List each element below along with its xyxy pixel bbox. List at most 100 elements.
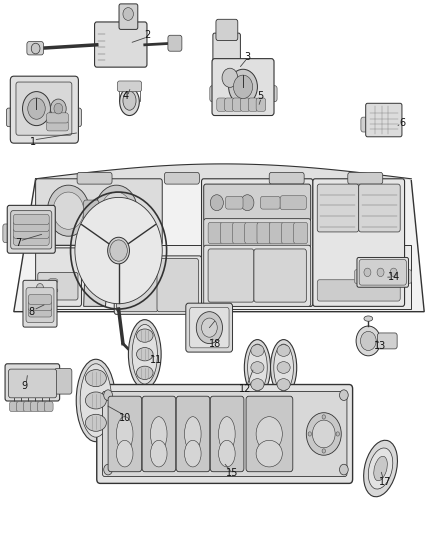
- Circle shape: [229, 69, 258, 104]
- FancyBboxPatch shape: [11, 76, 78, 143]
- Ellipse shape: [48, 278, 58, 284]
- FancyBboxPatch shape: [354, 270, 362, 284]
- FancyBboxPatch shape: [256, 98, 266, 111]
- FancyBboxPatch shape: [102, 391, 347, 477]
- Ellipse shape: [251, 345, 264, 357]
- Circle shape: [241, 195, 254, 211]
- Text: 6: 6: [399, 118, 406, 128]
- FancyBboxPatch shape: [261, 196, 280, 209]
- FancyBboxPatch shape: [246, 396, 293, 472]
- FancyBboxPatch shape: [208, 222, 222, 244]
- Ellipse shape: [76, 359, 116, 442]
- FancyBboxPatch shape: [226, 196, 243, 209]
- FancyBboxPatch shape: [190, 308, 229, 348]
- Ellipse shape: [85, 369, 106, 386]
- Circle shape: [104, 390, 113, 400]
- FancyBboxPatch shape: [46, 113, 68, 123]
- FancyBboxPatch shape: [97, 384, 353, 483]
- FancyBboxPatch shape: [240, 98, 250, 111]
- FancyBboxPatch shape: [13, 221, 49, 231]
- FancyBboxPatch shape: [35, 248, 81, 306]
- FancyBboxPatch shape: [164, 172, 199, 184]
- FancyBboxPatch shape: [77, 172, 112, 184]
- FancyBboxPatch shape: [221, 66, 241, 84]
- Ellipse shape: [117, 440, 133, 467]
- Circle shape: [312, 420, 335, 448]
- FancyBboxPatch shape: [186, 303, 233, 352]
- Ellipse shape: [374, 456, 387, 481]
- Circle shape: [322, 449, 325, 453]
- FancyBboxPatch shape: [217, 98, 226, 111]
- FancyBboxPatch shape: [37, 401, 46, 411]
- FancyBboxPatch shape: [11, 211, 52, 249]
- Text: 15: 15: [226, 468, 238, 478]
- Circle shape: [222, 68, 238, 87]
- FancyBboxPatch shape: [9, 369, 57, 398]
- FancyBboxPatch shape: [268, 86, 277, 102]
- FancyBboxPatch shape: [16, 401, 25, 411]
- Circle shape: [36, 284, 43, 292]
- Ellipse shape: [251, 362, 264, 373]
- Ellipse shape: [132, 325, 157, 384]
- Ellipse shape: [271, 340, 297, 395]
- Circle shape: [54, 103, 63, 114]
- FancyBboxPatch shape: [210, 86, 219, 102]
- FancyBboxPatch shape: [210, 396, 244, 472]
- Ellipse shape: [364, 440, 397, 497]
- Ellipse shape: [48, 288, 58, 293]
- Ellipse shape: [219, 417, 235, 451]
- Circle shape: [123, 7, 134, 20]
- FancyBboxPatch shape: [44, 401, 53, 411]
- FancyBboxPatch shape: [117, 81, 142, 92]
- Text: 17: 17: [379, 477, 391, 487]
- Circle shape: [377, 268, 384, 277]
- Text: 10: 10: [119, 413, 131, 423]
- FancyBboxPatch shape: [3, 224, 12, 243]
- FancyBboxPatch shape: [108, 396, 142, 472]
- FancyBboxPatch shape: [216, 19, 238, 41]
- Circle shape: [47, 185, 89, 236]
- FancyBboxPatch shape: [23, 280, 57, 327]
- FancyBboxPatch shape: [366, 103, 402, 137]
- FancyBboxPatch shape: [204, 219, 311, 248]
- Polygon shape: [84, 248, 110, 306]
- FancyBboxPatch shape: [282, 222, 295, 244]
- Ellipse shape: [80, 364, 112, 437]
- FancyBboxPatch shape: [204, 184, 311, 221]
- FancyBboxPatch shape: [257, 222, 271, 244]
- FancyBboxPatch shape: [361, 117, 371, 132]
- Ellipse shape: [150, 440, 167, 467]
- Text: 1: 1: [30, 136, 36, 147]
- Ellipse shape: [219, 440, 235, 467]
- FancyBboxPatch shape: [84, 200, 99, 221]
- FancyBboxPatch shape: [7, 205, 55, 253]
- FancyBboxPatch shape: [317, 280, 400, 301]
- Ellipse shape: [277, 362, 290, 373]
- FancyBboxPatch shape: [254, 249, 306, 302]
- Ellipse shape: [277, 345, 290, 357]
- Text: 4: 4: [122, 91, 128, 101]
- Circle shape: [360, 332, 376, 351]
- Ellipse shape: [247, 344, 267, 391]
- Text: 3: 3: [244, 52, 251, 61]
- FancyBboxPatch shape: [168, 35, 182, 51]
- Circle shape: [339, 464, 348, 475]
- Text: 14: 14: [388, 272, 400, 282]
- Ellipse shape: [128, 320, 161, 389]
- FancyBboxPatch shape: [212, 59, 274, 116]
- Ellipse shape: [120, 88, 139, 116]
- Ellipse shape: [85, 392, 106, 409]
- FancyBboxPatch shape: [13, 228, 49, 238]
- Circle shape: [31, 43, 40, 54]
- Text: 8: 8: [28, 306, 34, 317]
- Circle shape: [101, 192, 132, 229]
- FancyBboxPatch shape: [157, 259, 198, 312]
- Ellipse shape: [117, 417, 133, 451]
- FancyBboxPatch shape: [348, 172, 383, 184]
- FancyBboxPatch shape: [26, 288, 54, 322]
- Ellipse shape: [368, 448, 393, 489]
- Ellipse shape: [364, 316, 373, 321]
- FancyBboxPatch shape: [46, 121, 68, 131]
- FancyBboxPatch shape: [176, 396, 210, 472]
- FancyBboxPatch shape: [28, 301, 52, 311]
